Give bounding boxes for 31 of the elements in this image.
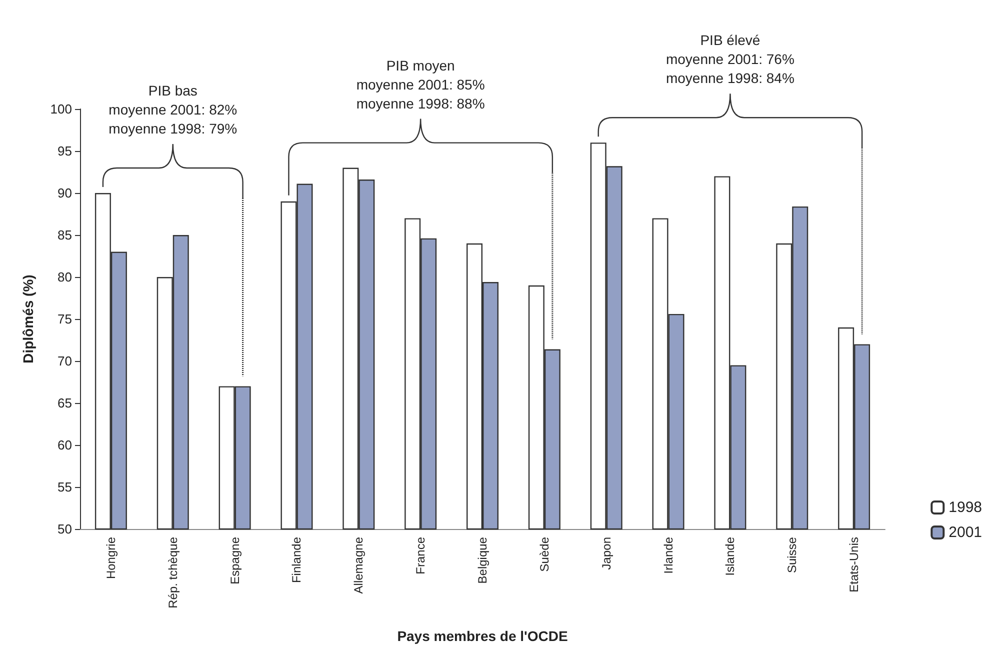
x-tick-label: Hongrie [104,536,118,580]
y-tick-label: 55 [58,480,72,494]
y-tick-label: 50 [58,522,72,536]
x-axis-title: Pays membres de l'OCDE [397,628,568,644]
y-tick-label: 90 [58,186,72,200]
x-tick-label: Irlande [661,536,676,574]
y-tick-label: 80 [58,270,72,284]
y-tick-label: 65 [58,396,72,410]
y-tick-label: 70 [58,354,72,368]
x-tick-label: Allemagne [352,536,366,594]
x-tick-label: Rép. tchèque [166,536,180,608]
x-tick-label: France [414,536,428,574]
x-tick-label: Belgique [476,536,490,584]
x-tick-label: Suède [537,536,552,572]
x-tick-label: Suisse [785,536,800,574]
legend-label: 2001 [948,524,982,541]
x-tick-label: Islande [723,536,738,576]
y-tick-label: 95 [58,144,72,158]
y-tick-label: 100 [50,102,72,116]
y-tick-label: 85 [58,228,72,242]
text: PIB élevé moyenne 2001: 76% moyenne 1998: 84% [666,32,794,86]
y-tick-label: 60 [58,438,72,452]
y-tick-label: 75 [58,312,72,326]
y-axis-title: Diplômés (%) [20,274,36,364]
annotation: PIB moyen moyenne 2001: 85% moyenne 1998: 88% [356,57,485,112]
x-tick-label: Espagne [228,536,242,584]
x-tick-label: Finlande [290,536,304,584]
annotation: PIB bas moyenne 2001: 82% moyenne 1998: 79% [108,82,238,136]
x-tick-label: Etats-Unis [847,537,862,592]
x-tick-label: Japon [599,537,614,570]
legend-label: 1998 [948,499,982,516]
